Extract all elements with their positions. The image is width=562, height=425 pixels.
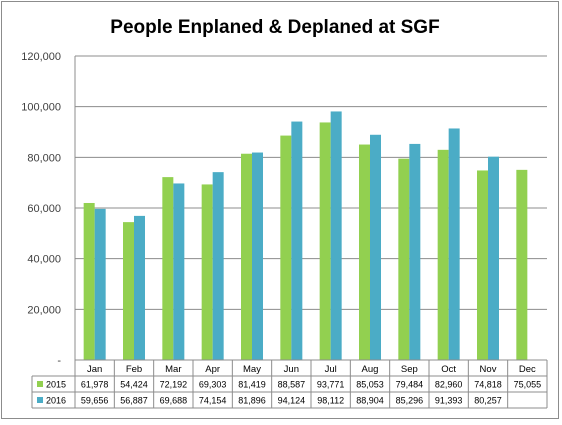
- data-label-2016-sep: 85,296: [396, 396, 424, 406]
- data-label-2016-jul: 98,112: [317, 396, 344, 406]
- bar-2016-feb: [134, 215, 145, 360]
- x-tick-label: Nov: [480, 364, 497, 375]
- data-label-2016-aug: 88,904: [356, 396, 384, 406]
- data-label-2016-may: 81,896: [238, 396, 266, 406]
- bar-2016-apr: [212, 172, 224, 360]
- y-tick-label: 80,000: [27, 152, 61, 164]
- data-label-2016-apr: 74,154: [199, 396, 227, 406]
- bar-2016-jun: [291, 121, 303, 360]
- chart-svg: People Enplaned & Deplaned at SGF - 20,00…: [21, 17, 548, 409]
- chart-frame: People Enplaned & Deplaned at SGF - 20,00…: [1, 1, 559, 419]
- bar-2016-may: [252, 152, 263, 360]
- bar-2016-mar: [173, 183, 185, 360]
- x-tick-label: Mar: [165, 364, 181, 375]
- y-tick-label: 20,000: [27, 304, 61, 316]
- bar-2016-oct: [448, 128, 460, 360]
- bar-2015-may: [241, 153, 252, 360]
- data-label-2015-feb: 54,424: [120, 380, 148, 390]
- data-label-2016-jun: 94,124: [278, 396, 306, 406]
- data-label-2015-jan: 61,978: [81, 380, 109, 390]
- y-tick-label: 40,000: [27, 254, 61, 266]
- bar-2016-aug: [370, 134, 381, 360]
- x-tick-label: Feb: [126, 364, 142, 375]
- bar-2016-nov: [488, 156, 499, 360]
- bar-2015-sep: [398, 158, 410, 360]
- data-label-2016-mar: 69,688: [160, 396, 188, 406]
- data-label-2015-may: 81,419: [238, 380, 266, 390]
- data-label-2015-mar: 72,192: [160, 380, 188, 390]
- x-tick-label: May: [243, 364, 261, 375]
- x-tick-label: Oct: [441, 364, 456, 375]
- x-tick-label: Jun: [284, 364, 299, 375]
- bar-2015-oct: [437, 149, 449, 360]
- bar-2015-feb: [123, 222, 134, 360]
- data-label-2016-feb: 56,887: [120, 396, 148, 406]
- chart-title: People Enplaned & Deplaned at SGF: [110, 17, 439, 38]
- x-tick-label: Jul: [325, 364, 337, 375]
- bar-2015-aug: [359, 144, 370, 360]
- data-label-2015-sep: 79,484: [396, 380, 424, 390]
- bar-2015-jun: [280, 135, 292, 360]
- legend-swatch-2015: [37, 381, 43, 387]
- y-tick-label: 120,000: [21, 51, 61, 63]
- bar-2015-nov: [477, 170, 488, 360]
- data-label-2015-apr: 69,303: [199, 380, 227, 390]
- x-tick-label: Sep: [401, 364, 418, 375]
- data-label-2015-oct: 82,960: [435, 380, 463, 390]
- data-label-2015-jun: 88,587: [278, 380, 306, 390]
- bar-2015-apr: [201, 184, 213, 360]
- x-tick-label: Jan: [87, 364, 102, 375]
- legend-label-2016: 2016: [46, 396, 66, 406]
- bar-2016-sep: [409, 143, 421, 360]
- bar-2016-jan: [94, 208, 106, 360]
- bar-2015-jul: [319, 122, 331, 360]
- bar-2015-dec: [516, 169, 528, 360]
- data-label-2015-aug: 85,053: [356, 380, 384, 390]
- data-label-2016-jan: 59,656: [81, 396, 109, 406]
- data-label-2015-dec: 75,055: [514, 380, 542, 390]
- y-tick-label: -: [57, 355, 61, 367]
- x-tick-label: Aug: [362, 364, 379, 375]
- bar-2015-jan: [83, 202, 95, 360]
- x-tick-label: Apr: [205, 364, 220, 375]
- bar-2015-mar: [162, 177, 174, 360]
- data-label-2016-nov: 80,257: [474, 396, 502, 406]
- y-tick-label: 100,000: [21, 102, 61, 114]
- data-label-2016-oct: 91,393: [435, 396, 463, 406]
- legend-label-2015: 2015: [46, 380, 66, 390]
- data-label-2015-nov: 74,818: [474, 380, 502, 390]
- bar-2016-jul: [330, 111, 342, 360]
- data-label-2015-jul: 93,771: [317, 380, 345, 390]
- x-tick-label: Dec: [519, 364, 536, 375]
- y-tick-label: 60,000: [27, 203, 61, 215]
- legend-swatch-2016: [37, 397, 43, 403]
